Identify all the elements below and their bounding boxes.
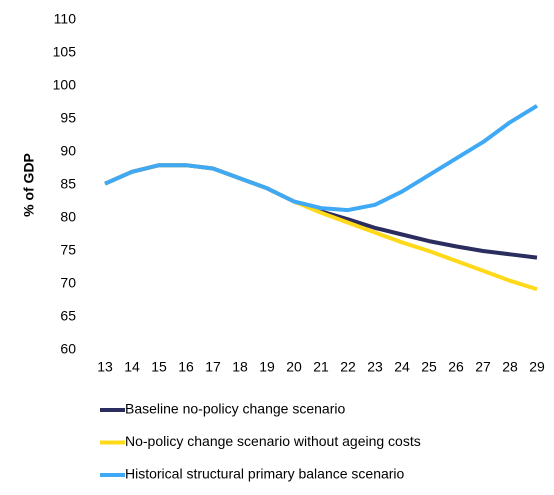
- x-tick-label: 14: [124, 359, 140, 375]
- x-tick-label: 23: [367, 359, 383, 375]
- x-tick-label: 27: [475, 359, 491, 375]
- y-tick-label: 110: [54, 11, 77, 27]
- x-tick-label: 16: [178, 359, 194, 375]
- legend-label: Historical structural primary balance sc…: [125, 466, 405, 482]
- y-tick-label: 85: [60, 176, 76, 192]
- x-tick-label: 21: [313, 359, 329, 375]
- x-tick-label: 19: [259, 359, 275, 375]
- y-tick-label: 70: [60, 275, 76, 291]
- legend-label: No-policy change scenario without ageing…: [125, 433, 421, 449]
- x-tick-label: 26: [448, 359, 464, 375]
- y-tick-label: 105: [53, 44, 77, 60]
- y-tick-label: 60: [60, 341, 76, 357]
- series-line: [104, 104, 539, 213]
- x-tick-label: 22: [340, 359, 356, 375]
- x-tick-label: 15: [151, 359, 167, 375]
- x-tick-label: 13: [97, 359, 113, 375]
- x-tick-label: 24: [394, 359, 410, 375]
- x-tick-label: 29: [529, 359, 545, 375]
- y-tick-label: 75: [60, 242, 76, 258]
- y-tick-label: 95: [60, 110, 76, 126]
- legend-label: Baseline no-policy change scenario: [125, 401, 345, 417]
- x-tick-label: 28: [502, 359, 518, 375]
- y-tick-label: 90: [60, 143, 76, 159]
- y-axis-label: % of GDP: [21, 153, 37, 217]
- x-tick-label: 18: [232, 359, 248, 375]
- y-tick-label: 65: [60, 308, 76, 324]
- y-tick-label: 80: [60, 209, 76, 225]
- series-line: [104, 163, 538, 292]
- x-tick-label: 20: [286, 359, 302, 375]
- y-tick-label: 100: [53, 77, 77, 93]
- x-tick-label: 17: [205, 359, 221, 375]
- x-tick-label: 25: [421, 359, 437, 375]
